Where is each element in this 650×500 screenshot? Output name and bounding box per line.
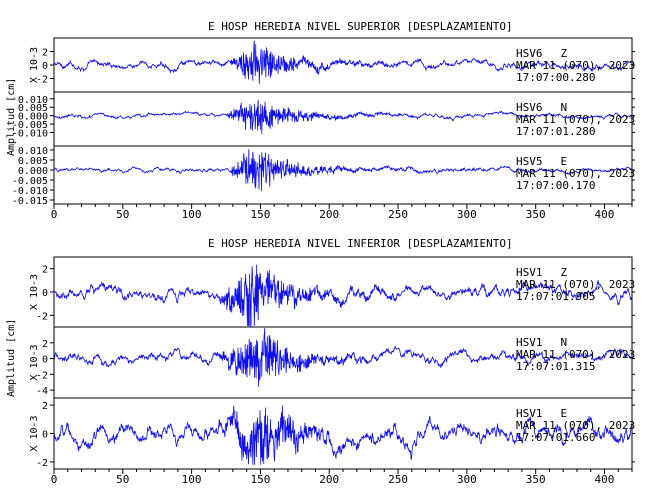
date-label: MAR 11 (070), 2023 [516, 59, 636, 72]
y-tick-label: 0.005 [18, 103, 48, 114]
scale-label: X 10-3 [29, 415, 40, 451]
y-tick-label: -0.010 [12, 186, 48, 197]
station-component-label: HSV1 E [516, 408, 635, 420]
component-label: Z [560, 266, 568, 279]
trace-annotation: HSV1 E MAR 11 (070), 2023 17:07:01.660 [516, 408, 635, 444]
y-tick-label: 2 [42, 265, 48, 276]
station-label: HSV6 [516, 47, 543, 60]
component-label: E [560, 155, 568, 168]
top-group-title: E HOSP HEREDIA NIVEL SUPERIOR [DESPLAZAM… [208, 20, 513, 33]
component-label: N [560, 336, 568, 349]
x-tick-label: 150 [250, 208, 270, 221]
time-label: 17:07:01.660 [516, 431, 596, 444]
x-tick-label: 0 [51, 208, 58, 221]
y-tick-label: -2 [36, 458, 48, 469]
x-tick-label: 200 [319, 208, 339, 221]
x-tick-label: 200 [319, 473, 339, 486]
station-component-label: HSV1 Z [516, 267, 635, 279]
time-label: 17:07:01.315 [516, 360, 596, 373]
time-label: 17:07:00.170 [516, 179, 596, 192]
station-component-label: HSV1 N [516, 337, 635, 349]
y-tick-label: -0.015 [12, 196, 48, 207]
y-tick-label: -4 [36, 386, 48, 397]
station-label: HSV6 [516, 101, 543, 114]
date-label: MAR 11 (070), 2023 [516, 113, 636, 126]
y-tick-label: -2 [36, 370, 48, 381]
y-tick-label: 2 [42, 339, 48, 350]
y-tick-label: 0 [42, 288, 48, 299]
x-tick-label: 100 [182, 208, 202, 221]
y-tick-label: 0 [42, 430, 48, 441]
trace-annotation: HSV6 N MAR 11 (070), 2023 17:07:01.280 [516, 102, 635, 138]
scale-label: X 10-3 [29, 274, 40, 310]
x-tick-label: 100 [182, 473, 202, 486]
station-component-label: HSV5 E [516, 156, 635, 168]
y-tick-label: 0.010 [18, 95, 48, 106]
y-tick-label: -0.010 [12, 129, 48, 140]
y-tick-label: 0.000 [18, 112, 48, 123]
y-tick-label: 0.005 [18, 156, 48, 167]
station-label: HSV1 [516, 266, 543, 279]
y-tick-label: -2 [36, 311, 48, 322]
y-tick-label: -0.005 [12, 120, 48, 131]
trace-annotation: HSV6 Z MAR 11 (070), 2023 17:07:00.280 [516, 48, 635, 84]
y-tick-label: 0.000 [18, 166, 48, 177]
y-tick-label: 0 [42, 61, 48, 72]
y-tick-label: 2 [42, 48, 48, 59]
x-tick-label: 400 [595, 208, 615, 221]
trace-hsv6-n [53, 99, 633, 135]
trace-annotation: HSV1 N MAR 11 (070), 2023 17:07:01.315 [516, 337, 635, 373]
y-tick-label: -0.005 [12, 176, 48, 187]
x-tick-label: 150 [250, 473, 270, 486]
y-tick-label: 2 [42, 401, 48, 412]
x-tick-label: 350 [526, 473, 546, 486]
trace-annotation: HSV1 Z MAR 11 (070), 2023 17:07:01.905 [516, 267, 635, 303]
trace-annotation: HSV5 E MAR 11 (070), 2023 17:07:00.170 [516, 156, 635, 192]
component-label: E [560, 407, 568, 420]
scale-label: X 10-3 [29, 344, 40, 380]
date-label: MAR 11 (070), 2023 [516, 348, 636, 361]
date-label: MAR 11 (070), 2023 [516, 167, 636, 180]
station-component-label: HSV6 N [516, 102, 635, 114]
x-tick-label: 50 [116, 208, 129, 221]
x-tick-label: 250 [388, 473, 408, 486]
y-tick-label: 0 [42, 355, 48, 366]
trace-hsv1-z [53, 264, 633, 327]
station-label: HSV1 [516, 336, 543, 349]
date-label: MAR 11 (070), 2023 [516, 278, 636, 291]
station-label: HSV5 [516, 155, 543, 168]
y-tick-label: -2 [36, 75, 48, 86]
time-label: 17:07:01.280 [516, 125, 596, 138]
date-label: MAR 11 (070), 2023 [516, 419, 636, 432]
x-tick-label: 350 [526, 208, 546, 221]
trace-hsv6-z [53, 40, 633, 84]
trace-hsv1-e [53, 405, 633, 465]
x-tick-label: 300 [457, 473, 477, 486]
bottom-group-title: E HOSP HEREDIA NIVEL INFERIOR [DESPLAZAM… [208, 237, 513, 250]
trace-hsv5-e [53, 149, 633, 192]
x-tick-label: 250 [388, 208, 408, 221]
component-label: Z [560, 47, 568, 60]
trace-hsv1-n [53, 327, 633, 387]
x-tick-label: 50 [116, 473, 129, 486]
x-tick-label: 0 [51, 473, 58, 486]
time-label: 17:07:01.905 [516, 290, 596, 303]
scale-label: X 10-3 [29, 47, 40, 83]
time-label: 17:07:00.280 [516, 71, 596, 84]
station-component-label: HSV6 Z [516, 48, 635, 60]
x-tick-label: 300 [457, 208, 477, 221]
station-label: HSV1 [516, 407, 543, 420]
x-tick-label: 400 [595, 473, 615, 486]
y-tick-label: 0.010 [18, 146, 48, 157]
component-label: N [560, 101, 568, 114]
